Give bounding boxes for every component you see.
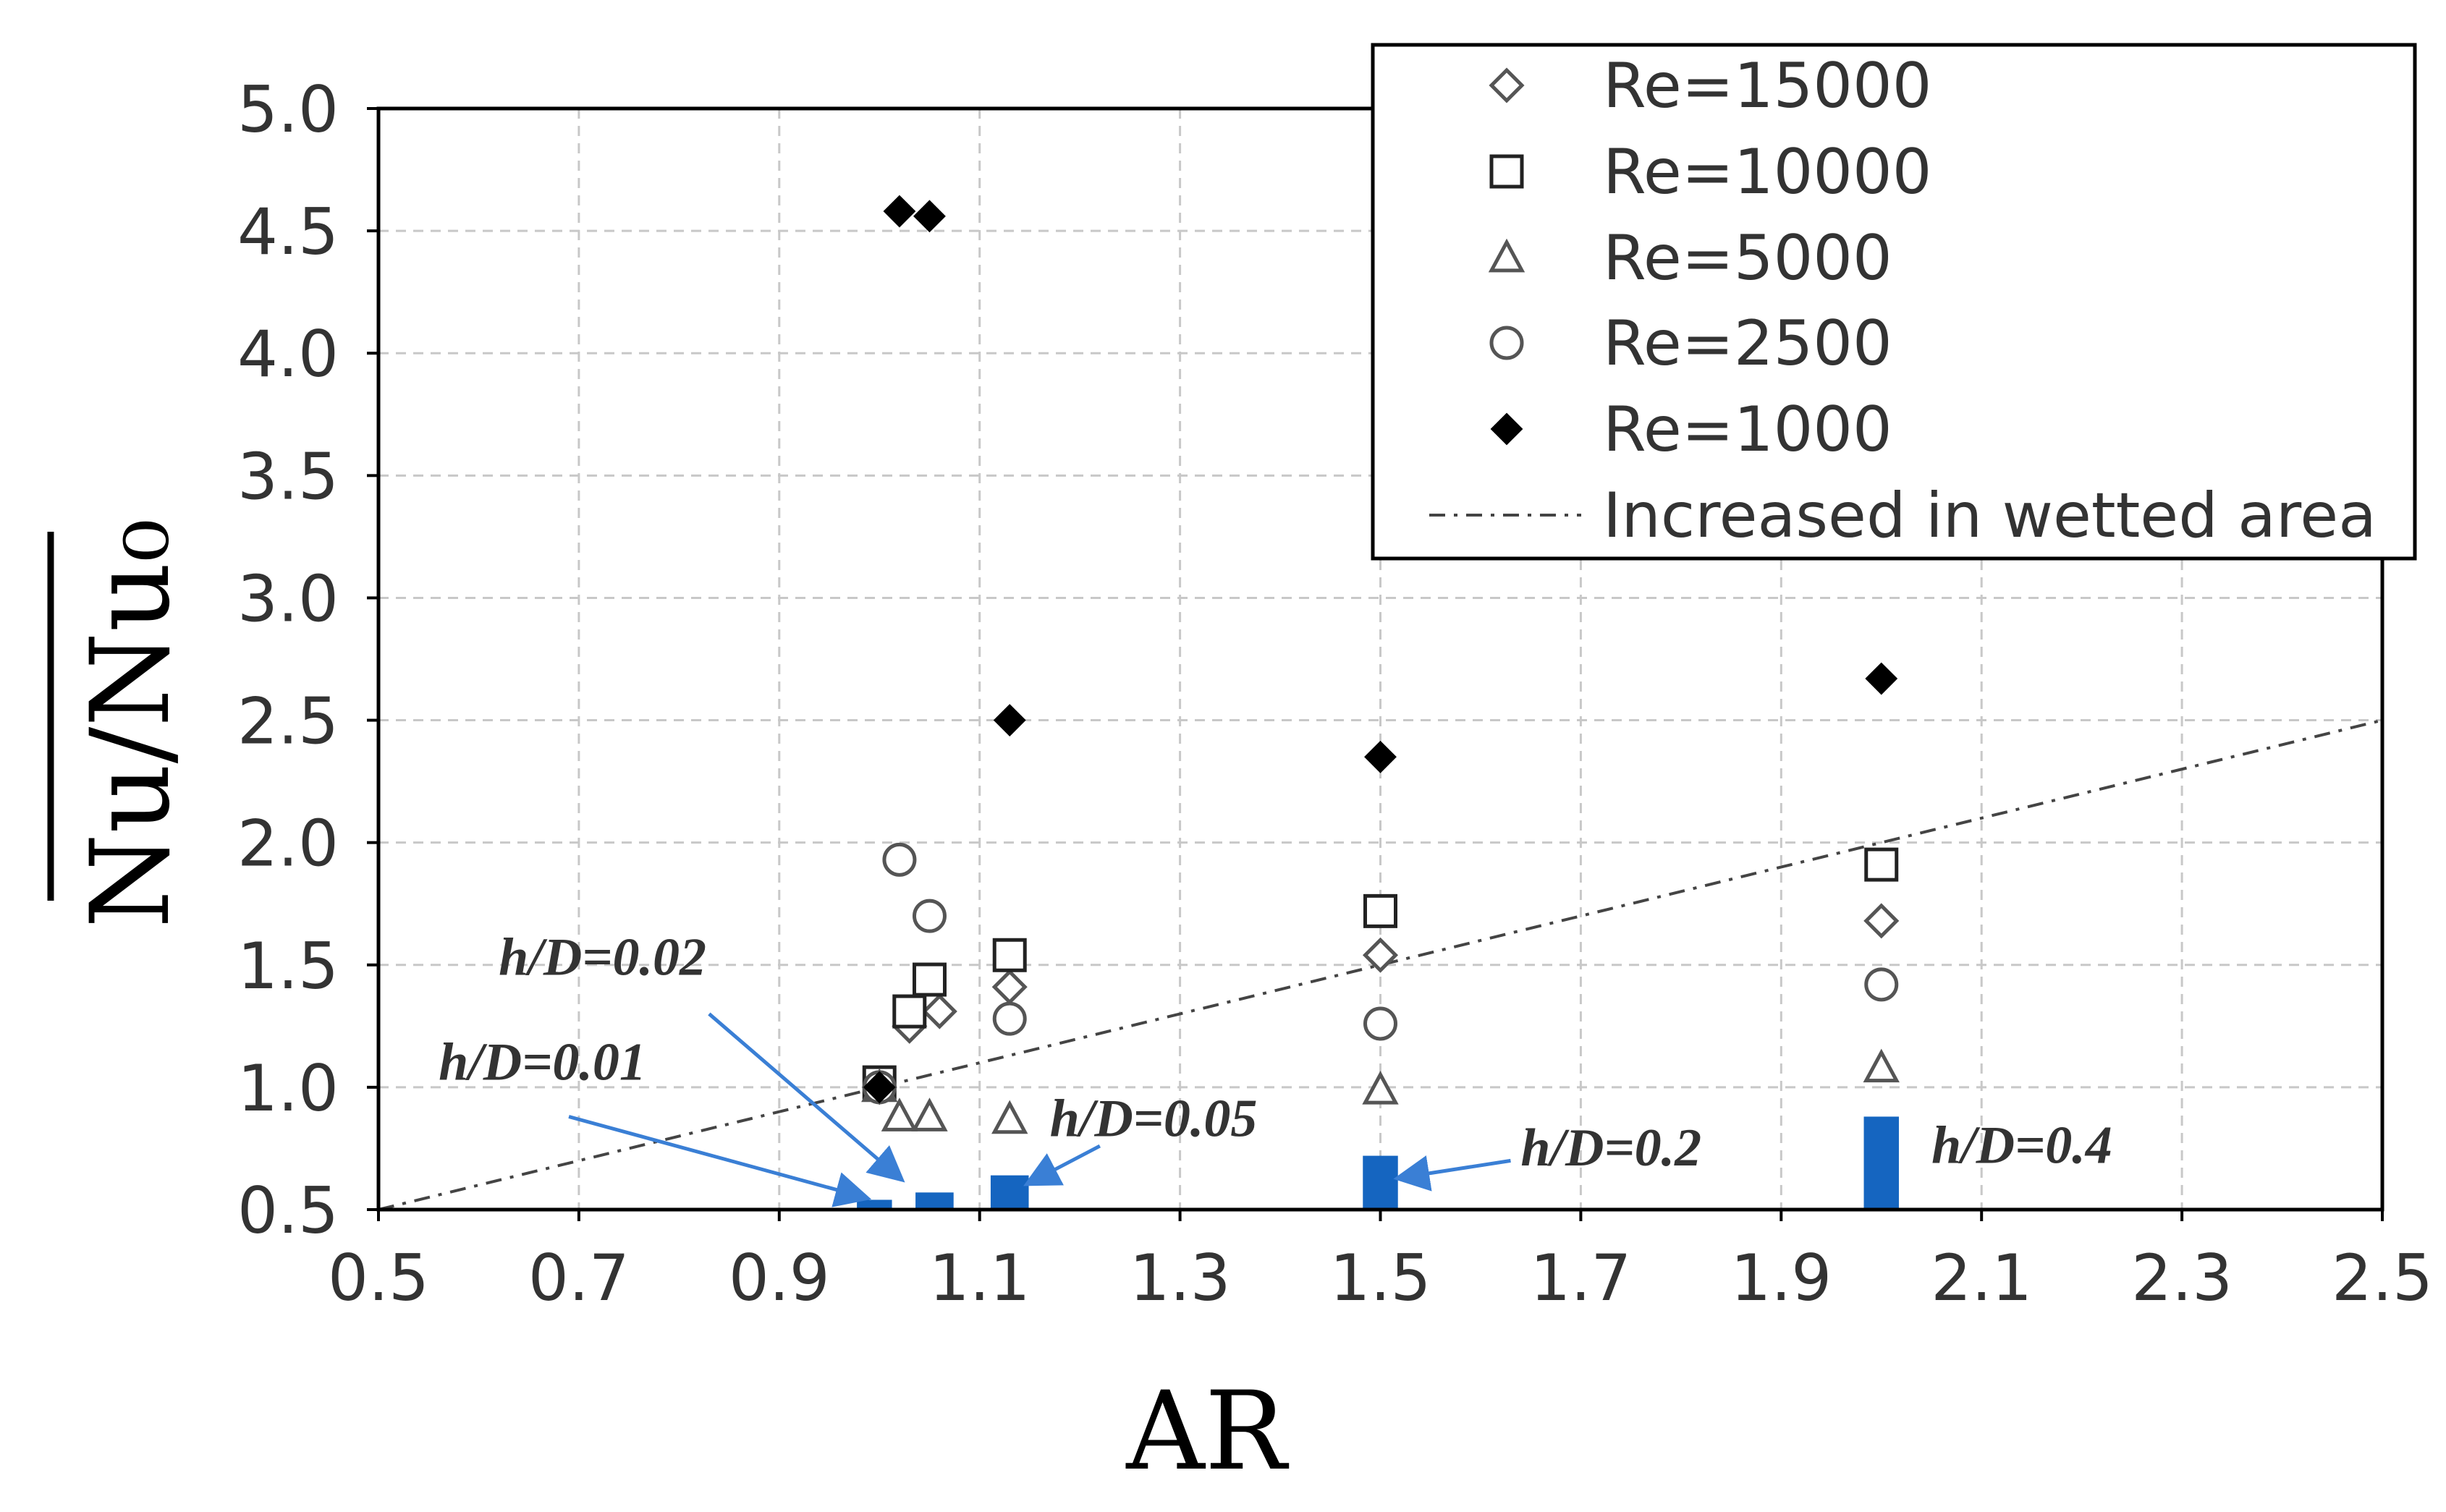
legend-entry: Re=10000 (1603, 136, 1931, 208)
bar (1363, 1155, 1398, 1210)
data-point-re-2500 (882, 842, 917, 877)
bar (915, 1192, 954, 1210)
x-tick-label: 2.5 (2332, 1241, 2433, 1315)
data-point-re-5000 (1863, 1048, 1900, 1083)
legend-entry: Re=1000 (1603, 394, 1892, 466)
annotation-arrow (1393, 1155, 1511, 1192)
annotation-label: h/D=0.05 (1050, 1090, 1258, 1149)
legend-marker (1489, 326, 1524, 360)
legend-marker (1490, 412, 1523, 446)
y-tick-label: 1.0 (237, 1051, 339, 1126)
legend-marker (1489, 67, 1525, 103)
bar (1863, 1116, 1899, 1210)
data-point-re-1000 (913, 200, 946, 233)
legend-entry: Re=2500 (1603, 307, 1892, 380)
annotation-label: h/D=0.2 (1520, 1118, 1701, 1178)
data-point-re-10000 (1363, 893, 1397, 928)
data-point-re-15000 (1863, 903, 1900, 939)
y-tick-label: 1.5 (237, 929, 339, 1003)
reference-line-layer (378, 718, 2383, 1211)
x-axis-title: AR (1125, 1369, 1289, 1495)
annotation-arrow (568, 1115, 872, 1207)
data-point-re-5000 (991, 1100, 1028, 1134)
data-point-re-1000 (1865, 662, 1898, 695)
data-point-re-10000 (992, 938, 1027, 972)
legend-entry: Re=15000 (1603, 50, 1931, 122)
data-point-re-15000 (1362, 937, 1399, 973)
data-points-layer (861, 195, 1900, 1134)
data-point-re-15000 (991, 969, 1028, 1005)
y-axis-title: Nu/Nu₀ (68, 519, 194, 928)
data-point-re-2500 (1864, 967, 1899, 1002)
reference-line (378, 718, 2383, 1211)
data-point-re-10000 (912, 962, 947, 997)
data-point-re-10000 (892, 994, 927, 1029)
x-tick-label: 1.9 (1730, 1241, 1832, 1315)
x-tick-label: 2.3 (2131, 1241, 2233, 1315)
y-tick-label: 4.0 (237, 317, 339, 391)
data-point-re-2500 (992, 1001, 1027, 1036)
legend-entry: Re=5000 (1603, 222, 1892, 294)
x-tick-label: 1.3 (1130, 1241, 1231, 1315)
annotations-layer: h/D=0.02 h/D=0.01 h/D=0.05 h/D=0.2 h/D=0.4 (439, 927, 2112, 1207)
data-point-re-5000 (911, 1097, 948, 1131)
data-point-re-5000 (1362, 1071, 1399, 1105)
bar-layer (857, 1116, 1899, 1210)
data-point-re-1000 (993, 704, 1026, 736)
annotation-label: h/D=0.02 (499, 927, 706, 987)
legend-marker (1489, 154, 1524, 189)
tick-labels: 0.5 0.7 0.9 1.1 1.3 1.5 1.7 1.9 2.1 2.3 2.5 0.5 1.0 1… (237, 72, 2433, 1315)
annotation-label: h/D=0.4 (1931, 1116, 2112, 1176)
data-point-re-10000 (1864, 847, 1899, 882)
data-point-re-2500 (912, 899, 947, 933)
y-tick-label: 3.0 (237, 561, 339, 636)
data-point-re-2500 (1363, 1006, 1397, 1041)
y-tick-label: 3.5 (237, 439, 339, 514)
data-point-re-1000 (883, 195, 916, 228)
data-point-re-1000 (863, 1071, 896, 1104)
legend-marker (1488, 238, 1525, 273)
x-tick-label: 0.5 (328, 1241, 429, 1315)
y-tick-label: 0.5 (237, 1173, 339, 1248)
y-tick-label: 2.5 (237, 684, 339, 759)
x-tick-label: 0.7 (528, 1241, 630, 1315)
annotation-arrow (708, 1012, 905, 1183)
y-tick-label: 4.5 (237, 195, 339, 269)
y-tick-label: 5.0 (237, 72, 339, 147)
x-tick-label: 0.9 (729, 1241, 830, 1315)
bar (990, 1175, 1029, 1210)
annotation-arrow (1023, 1144, 1101, 1186)
data-point-re-15000 (921, 993, 957, 1029)
y-tick-label: 2.0 (237, 807, 339, 881)
x-tick-label: 1.5 (1330, 1241, 1431, 1315)
legend: Re=15000 Re=10000 Re=5000 Re=2500 Re=1000 Inc… (1371, 43, 2417, 561)
x-tick-label: 1.1 (929, 1241, 1031, 1315)
data-point-re-1000 (1364, 740, 1397, 773)
data-point-re-5000 (881, 1097, 918, 1131)
x-tick-label: 2.1 (1931, 1241, 2032, 1315)
annotation-label: h/D=0.01 (439, 1033, 646, 1092)
legend-entry: Increased in wetted area (1603, 480, 2377, 552)
x-tick-label: 1.7 (1530, 1241, 1631, 1315)
